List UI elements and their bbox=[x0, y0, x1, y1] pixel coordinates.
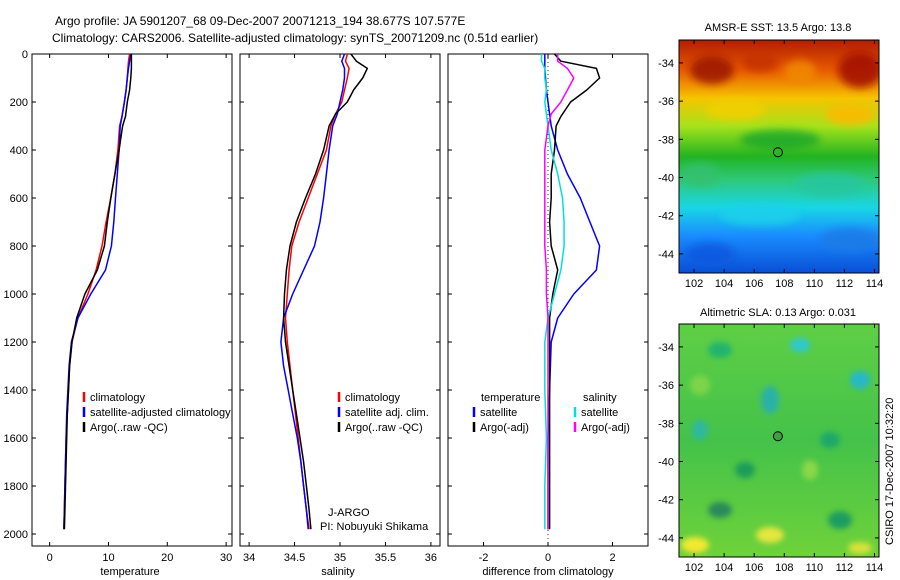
x-tick-label: 34.5 bbox=[284, 552, 305, 564]
series-line-argo-raw-qc bbox=[63, 54, 133, 530]
legend-salinity: climatology satellite adj. clim. Argo(..ra… bbox=[337, 392, 429, 434]
panel-sla-map: Altimetric SLA: 0.13 Argo: 0.031 1 bbox=[658, 307, 883, 574]
legend-label-salinity-argo-adj: Argo(-adj) bbox=[581, 422, 630, 434]
series-line-satellite-adj-clim bbox=[280, 54, 346, 530]
argo-location-marker-sst bbox=[772, 147, 783, 158]
map-x-tick-label: 104 bbox=[715, 278, 733, 290]
map-y-tick-label: -44 bbox=[658, 533, 674, 545]
legend-label-climatology: climatology bbox=[90, 392, 146, 404]
panel-salinity: 34 34.5 35 35.5 36 salinity climatology satel… bbox=[239, 53, 441, 578]
x-tick-label: -2 bbox=[479, 552, 489, 564]
argo-location-marker-sla bbox=[772, 431, 783, 442]
legend-label-temperature-argo-adj: Argo(-adj) bbox=[480, 422, 529, 434]
series-line-climatology bbox=[284, 54, 350, 530]
x-tick-label: 36 bbox=[425, 552, 437, 564]
map-y-tick-label: -42 bbox=[658, 495, 674, 507]
float-note-line2: PI: Nobuyuki Shikama bbox=[320, 521, 429, 533]
map-x-tick-label: 112 bbox=[836, 562, 854, 574]
header-title-line2: Climatology: CARS2006. Satellite-adjuste… bbox=[52, 31, 538, 45]
map-x-tick-label: 104 bbox=[715, 562, 733, 574]
header-title-line1: Argo profile: JA 5901207_68 09-Dec-2007 … bbox=[55, 14, 465, 28]
legend-title-salinity: salinity bbox=[583, 392, 617, 404]
sst-map-title: AMSR-E SST: 13.5 Argo: 13.8 bbox=[705, 22, 852, 34]
legend-temperature: climatology satellite-adjusted climatolog… bbox=[82, 392, 231, 434]
series-line-argo-raw-qc bbox=[282, 54, 369, 530]
map-y-tick-label: -40 bbox=[658, 457, 674, 469]
legend-label-satellite-adjusted-climatology: satellite-adjusted climatology bbox=[90, 407, 231, 419]
y-tick-label: 1800 bbox=[4, 481, 28, 493]
y-axis-depth: 0 200 400 600 800 1000 1200 1400 1600 1800 2000 bbox=[4, 49, 232, 541]
legend-label-salinity-satellite: satellite bbox=[581, 407, 618, 419]
y-tick-label: 800 bbox=[10, 241, 28, 253]
float-note-line1: J-ARGO bbox=[328, 507, 370, 519]
y-tick-label: 400 bbox=[10, 145, 28, 157]
sst-map-frame bbox=[678, 39, 880, 274]
map-y-tick-label: -36 bbox=[658, 380, 674, 392]
plot-frame-salinity bbox=[239, 53, 441, 547]
series-line-satellite-adjusted-climatology bbox=[63, 54, 132, 530]
side-timestamp-label: CSIRO 17-Dec-2007 10:32:20 bbox=[884, 398, 896, 545]
x-axis-temperature: 0 10 20 30 bbox=[47, 54, 232, 564]
map-y-tick-label: -40 bbox=[658, 173, 674, 185]
map-x-tick-label: 114 bbox=[866, 278, 884, 290]
map-y-tick-label: -34 bbox=[658, 58, 674, 70]
legend-label-temperature-satellite: satellite bbox=[480, 407, 517, 419]
map-x-tick-label: 110 bbox=[806, 562, 824, 574]
legend-label-argo-raw-qc: Argo(..raw -QC) bbox=[345, 422, 423, 434]
legend-label-argo-raw-qc: Argo(..raw -QC) bbox=[90, 422, 168, 434]
y-tick-label: 200 bbox=[10, 97, 28, 109]
y-tick-label: 1400 bbox=[4, 385, 28, 397]
x-tick-label: 30 bbox=[220, 552, 232, 564]
x-tick-label: 34 bbox=[243, 552, 255, 564]
x-tick-label: 35.5 bbox=[375, 552, 396, 564]
y-tick-label: 2000 bbox=[4, 529, 28, 541]
x-axis-label-difference: difference from climatology bbox=[482, 566, 614, 578]
sst-field bbox=[679, 40, 879, 273]
x-tick-label: 10 bbox=[102, 552, 114, 564]
x-tick-label: 20 bbox=[161, 552, 173, 564]
map-y-tick-label: -38 bbox=[658, 134, 674, 146]
y-tick-label: 1000 bbox=[4, 289, 28, 301]
map-x-tick-label: 106 bbox=[745, 278, 763, 290]
x-axis-label-temperature: temperature bbox=[100, 566, 159, 578]
legend-label-climatology: climatology bbox=[345, 392, 401, 404]
series-line-salinity-satellite bbox=[540, 54, 565, 530]
legend-title-temperature: temperature bbox=[481, 392, 540, 404]
y-tick-label: 600 bbox=[10, 193, 28, 205]
map-x-tick-label: 114 bbox=[866, 562, 884, 574]
map-x-tick-label: 106 bbox=[745, 562, 763, 574]
map-x-tick-label: 108 bbox=[775, 278, 793, 290]
legend-difference: temperature salinity satellite Argo(-adj) sa… bbox=[472, 392, 630, 434]
series-line-temperature-argo-adj bbox=[548, 54, 601, 530]
map-x-tick-label: 110 bbox=[806, 278, 824, 290]
panel-temperature: 0 200 400 600 800 1000 1200 1400 1600 1800 2000 0 1… bbox=[4, 49, 233, 578]
map-x-tick-label: 102 bbox=[685, 562, 703, 574]
x-tick-label: 2 bbox=[609, 552, 615, 564]
plot-frame-temperature bbox=[31, 53, 233, 547]
map-x-tick-label: 102 bbox=[685, 278, 703, 290]
x-tick-label: 0 bbox=[545, 552, 551, 564]
x-axis-salinity: 34 34.5 35 35.5 36 bbox=[243, 54, 437, 564]
panel-sst-map: AMSR-E SST: 13.5 Argo: 13.8 102 104 106 108… bbox=[658, 22, 883, 290]
x-axis-label-salinity: salinity bbox=[321, 566, 355, 578]
map-x-tick-label: 108 bbox=[775, 562, 793, 574]
panel-difference: -2 0 2 difference from climatology tempera… bbox=[447, 53, 649, 578]
x-tick-label: 0 bbox=[47, 552, 53, 564]
series-line-salinity-argo-adj bbox=[544, 54, 575, 530]
map-y-tick-label: -42 bbox=[658, 211, 674, 223]
x-tick-label: 35 bbox=[334, 552, 346, 564]
map-y-tick-label: -44 bbox=[658, 249, 674, 261]
map-y-tick-label: -34 bbox=[658, 342, 674, 354]
legend-label-satellite-adj-clim: satellite adj. clim. bbox=[345, 407, 429, 419]
sla-map-title: Altimetric SLA: 0.13 Argo: 0.031 bbox=[700, 307, 856, 319]
y-tick-label: 0 bbox=[22, 49, 28, 61]
sla-map-frame bbox=[678, 323, 880, 558]
y-tick-label: 1600 bbox=[4, 433, 28, 445]
map-x-tick-label: 112 bbox=[836, 278, 854, 290]
map-y-tick-label: -38 bbox=[658, 418, 674, 430]
map-y-tick-label: -36 bbox=[658, 96, 674, 108]
y-tick-label: 1200 bbox=[4, 337, 28, 349]
